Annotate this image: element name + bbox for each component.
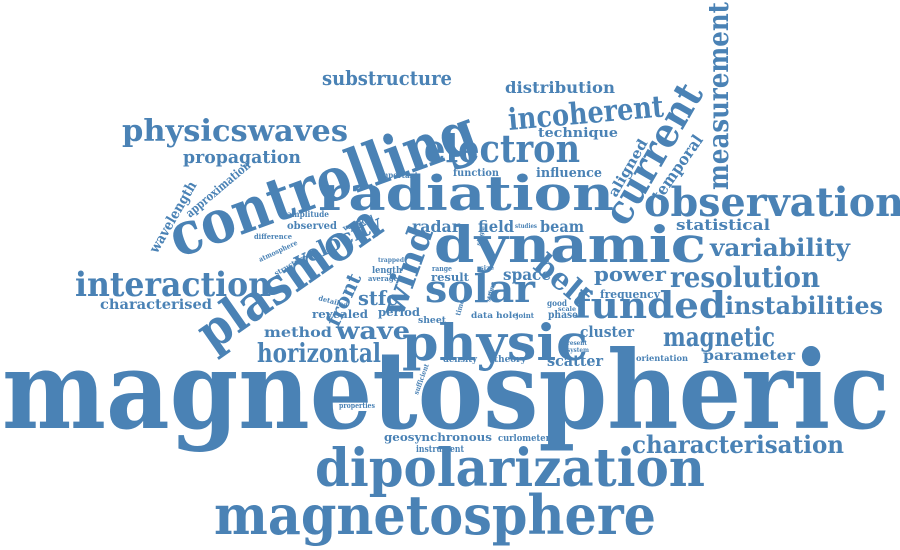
word-parameter: parameter (703, 348, 796, 364)
word-influence: influence (536, 166, 602, 181)
word-substructure: substructure (322, 66, 452, 90)
word-hole: hole (496, 310, 518, 320)
word-stfc: stfc (358, 286, 398, 310)
word-revealed: revealed (312, 308, 368, 321)
word-method: method (264, 325, 332, 341)
word-power: power (594, 262, 666, 286)
word-field: field (478, 217, 514, 236)
word-result: result (431, 271, 470, 284)
word-beam: beam (540, 217, 584, 236)
word-radiation: radiation (318, 166, 614, 222)
word-phase: phase (548, 310, 578, 321)
word-function: function (453, 168, 500, 179)
word-joint: joint (515, 311, 535, 320)
word-geosynchronous: geosynchronous (384, 431, 492, 444)
word-range: range (432, 264, 452, 273)
word-instrument: instrument (416, 445, 465, 455)
word-magnetospheric: magnetospheric (2, 328, 890, 454)
word-present: present (563, 340, 587, 347)
word-physicswaves: physicswaves (122, 114, 348, 149)
word-characterised: characterised (100, 297, 212, 313)
word-length: length (372, 266, 402, 276)
word-observation: observation (644, 179, 900, 226)
word-difference: difference (254, 232, 293, 241)
word-wave: wave (335, 316, 410, 345)
word-solar: solar (425, 266, 536, 311)
word-sheet: sheet (418, 316, 447, 326)
word-good: good (547, 298, 567, 308)
word-important: important (378, 170, 418, 180)
word-variability: variability (709, 233, 851, 262)
word-magnetosphere: magnetosphere (214, 483, 656, 547)
word-instabilities: instabilities (725, 291, 883, 320)
word-characterisation: characterisation (632, 430, 844, 459)
word-scale: scale (558, 306, 576, 313)
word-frequency: frequency (600, 288, 661, 301)
word-horizontal: horizontal (257, 339, 381, 369)
word-time: time (453, 298, 466, 316)
word-data: data (471, 310, 493, 320)
word-dynamic: dynamic (434, 215, 706, 274)
word-amplitude: amplitude (287, 209, 329, 219)
word-resolution: resolution (670, 261, 820, 294)
word-effect: effect (486, 281, 497, 300)
word-curlometer: curlometer (498, 434, 550, 444)
word-space: space (503, 265, 551, 284)
word-observed: observed (287, 221, 337, 232)
word-electron: electron (424, 126, 580, 171)
word-dipolarization: dipolarization (315, 438, 705, 499)
word-size: size (480, 265, 494, 272)
word-scatter: scatter (547, 352, 604, 370)
word-magnetic: magnetic (663, 323, 775, 353)
word-period: period (378, 306, 420, 319)
word-propagation: propagation (183, 147, 301, 168)
word-properties: properties (339, 401, 375, 410)
word-distribution: distribution (505, 78, 615, 97)
word-average: average (368, 274, 399, 283)
word-single: single (475, 225, 487, 246)
word-physic: physic (402, 313, 588, 372)
word-funded: funded (574, 285, 726, 327)
word-theory: theory (494, 355, 527, 365)
word-system: system (567, 347, 590, 354)
word-studies: studies (515, 223, 538, 230)
word-technique: technique (538, 126, 618, 141)
word-radar: radar (412, 217, 461, 236)
word-cluster: cluster (580, 323, 635, 341)
word-statistical: statistical (676, 216, 770, 234)
word-trapped: trapped (378, 257, 405, 264)
word-interaction: interaction (75, 265, 271, 305)
word-measurement: measurement (702, 2, 735, 190)
word-density: density (443, 355, 478, 365)
word-orientation: orientation (636, 353, 688, 363)
